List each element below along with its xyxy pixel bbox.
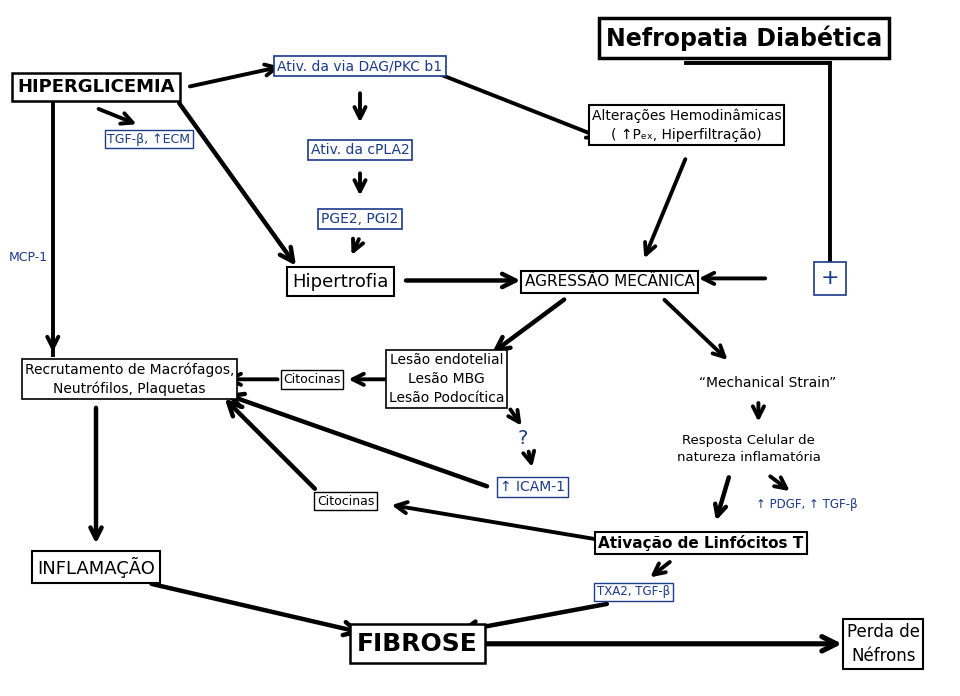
Text: Alterações Hemodinâmicas
( ↑Pₑₓ, Hiperfiltração): Alterações Hemodinâmicas ( ↑Pₑₓ, Hiperfi… <box>591 109 781 142</box>
Text: Recrutamento de Macrófagos,
Neutrófilos, Plaquetas: Recrutamento de Macrófagos, Neutrófilos,… <box>25 362 234 397</box>
Text: Ativação de Linfócitos T: Ativação de Linfócitos T <box>598 535 804 551</box>
Text: Ativ. da cPLA2: Ativ. da cPLA2 <box>311 143 409 157</box>
Text: FIBROSE: FIBROSE <box>357 632 478 656</box>
Text: Nefropatia Diabética: Nefropatia Diabética <box>606 26 882 51</box>
Text: “Mechanical Strain”: “Mechanical Strain” <box>700 376 836 390</box>
Text: Lesão endotelial
Lesão MBG
Lesão Podocítica: Lesão endotelial Lesão MBG Lesão Podocít… <box>389 354 504 405</box>
Text: ?: ? <box>518 429 528 448</box>
Text: MCP-1: MCP-1 <box>10 251 48 264</box>
Text: Citocinas: Citocinas <box>317 495 374 507</box>
Text: AGRESSÃO MECÂNICA: AGRESSÃO MECÂNICA <box>525 274 694 290</box>
Text: ↑ PDGF, ↑ TGF-β: ↑ PDGF, ↑ TGF-β <box>756 498 857 511</box>
Text: TXA2, TGF-β: TXA2, TGF-β <box>597 585 670 598</box>
Text: INFLAMAÇÃO: INFLAMAÇÃO <box>37 557 155 578</box>
Text: +: + <box>821 269 840 288</box>
Text: Citocinas: Citocinas <box>283 373 341 386</box>
Text: TGF-β, ↑ECM: TGF-β, ↑ECM <box>108 133 190 145</box>
Text: PGE2, PGI2: PGE2, PGI2 <box>322 212 398 226</box>
Text: ↑ ICAM-1: ↑ ICAM-1 <box>500 480 565 494</box>
Text: Ativ. da via DAG/PKC b1: Ativ. da via DAG/PKC b1 <box>277 59 443 73</box>
Text: Hipertrofia: Hipertrofia <box>293 273 389 291</box>
Text: Perda de
Néfrons: Perda de Néfrons <box>847 623 920 665</box>
Text: HIPERGLICEMIA: HIPERGLICEMIA <box>17 78 175 96</box>
Text: Resposta Celular de
natureza inflamatória: Resposta Celular de natureza inflamatóri… <box>677 434 821 464</box>
